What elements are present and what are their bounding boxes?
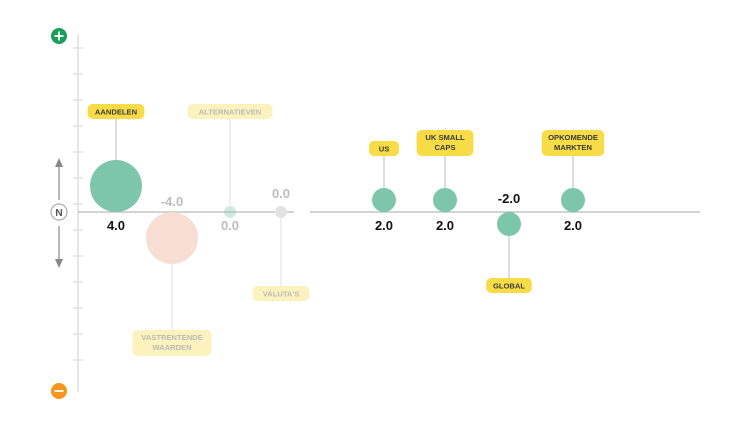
label-text: GLOBAL <box>493 282 525 291</box>
neutral-label: N <box>55 208 62 219</box>
down-arrow-head-icon <box>55 259 63 268</box>
bubble-alternatieven <box>224 206 236 218</box>
label-text: VALUTA'S <box>263 290 300 299</box>
label-valuta-s: VALUTA'S <box>252 286 310 301</box>
label-box <box>187 104 273 119</box>
bubble-us <box>372 188 396 212</box>
label-aandelen: AANDELEN <box>87 104 145 119</box>
value-label-opkomende-markten: 2.0 <box>564 218 582 233</box>
label-alternatieven: ALTERNATIEVEN <box>187 104 273 119</box>
value-label-uk-small-caps: 2.0 <box>436 218 454 233</box>
value-label-us: 2.0 <box>375 218 393 233</box>
label-opkomende-markten: OPKOMENDE MARKTEN <box>541 130 605 156</box>
baseline-gap <box>294 210 310 214</box>
label-uk-small-caps: UK SMALL CAPS <box>416 130 474 156</box>
label-global: GLOBAL <box>486 278 532 293</box>
label-box <box>541 130 605 156</box>
value-label-valuta-s: 0.0 <box>272 186 290 201</box>
bubble-opkomende-markten <box>561 188 585 212</box>
label-box <box>87 104 145 119</box>
value-label-global: -2.0 <box>498 191 520 206</box>
label-box <box>252 286 310 301</box>
bubble-aandelen <box>90 160 142 212</box>
bubble-valuta-s <box>275 206 287 218</box>
label-vastrentende-waarden: VASTRENTENDE WAARDEN <box>132 330 212 356</box>
label-box <box>132 330 212 356</box>
bubble-uk-small-caps <box>433 188 457 212</box>
plus-glyph <box>54 31 64 41</box>
label-box <box>486 278 532 293</box>
value-label-alternatieven: 0.0 <box>221 218 239 233</box>
label-text: ALTERNATIEVEN <box>199 108 262 117</box>
label-text: OPKOMENDE MARKTEN <box>548 133 598 152</box>
value-label-vastrentende-waarden: -4.0 <box>161 194 183 209</box>
label-text: AANDELEN <box>95 108 137 117</box>
label-us: US <box>369 141 399 156</box>
neutral-marker <box>50 203 68 221</box>
up-arrow-head-icon <box>55 158 63 167</box>
label-box <box>416 130 474 156</box>
bubble-global <box>497 212 521 236</box>
bubble-vastrentende-waarden <box>146 212 198 264</box>
label-text: US <box>379 145 390 154</box>
label-text: VASTRENTENDE WAARDEN <box>141 333 202 352</box>
value-label-aandelen: 4.0 <box>107 218 125 233</box>
label-box <box>369 141 399 156</box>
label-text: UK SMALL CAPS <box>425 133 465 152</box>
